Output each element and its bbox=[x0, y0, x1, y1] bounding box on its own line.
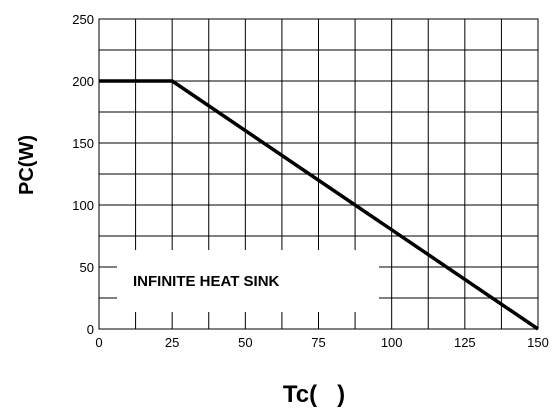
x-tick-label: 100 bbox=[381, 335, 403, 350]
y-tick-label: 150 bbox=[72, 136, 94, 151]
x-tick-labels: 0 25 50 75 100 125 150 bbox=[95, 335, 548, 350]
x-tick-label: 125 bbox=[454, 335, 476, 350]
x-axis-title: Tc( ) bbox=[283, 381, 345, 408]
y-tick-label: 100 bbox=[72, 198, 94, 213]
y-tick-label: 250 bbox=[72, 12, 94, 27]
x-tick-label: 75 bbox=[311, 335, 325, 350]
y-tick-labels: 0 50 100 150 200 250 bbox=[72, 12, 94, 337]
y-axis-title: PC(W) bbox=[16, 135, 38, 195]
y-tick-label: 200 bbox=[72, 74, 94, 89]
y-tick-label: 0 bbox=[87, 322, 94, 337]
x-tick-label: 150 bbox=[527, 335, 549, 350]
x-tick-label: 25 bbox=[165, 335, 179, 350]
x-tick-label: 50 bbox=[238, 335, 252, 350]
x-tick-label: 0 bbox=[95, 335, 102, 350]
y-tick-label: 50 bbox=[80, 260, 94, 275]
annotation-label: INFINITE HEAT SINK bbox=[133, 273, 280, 290]
